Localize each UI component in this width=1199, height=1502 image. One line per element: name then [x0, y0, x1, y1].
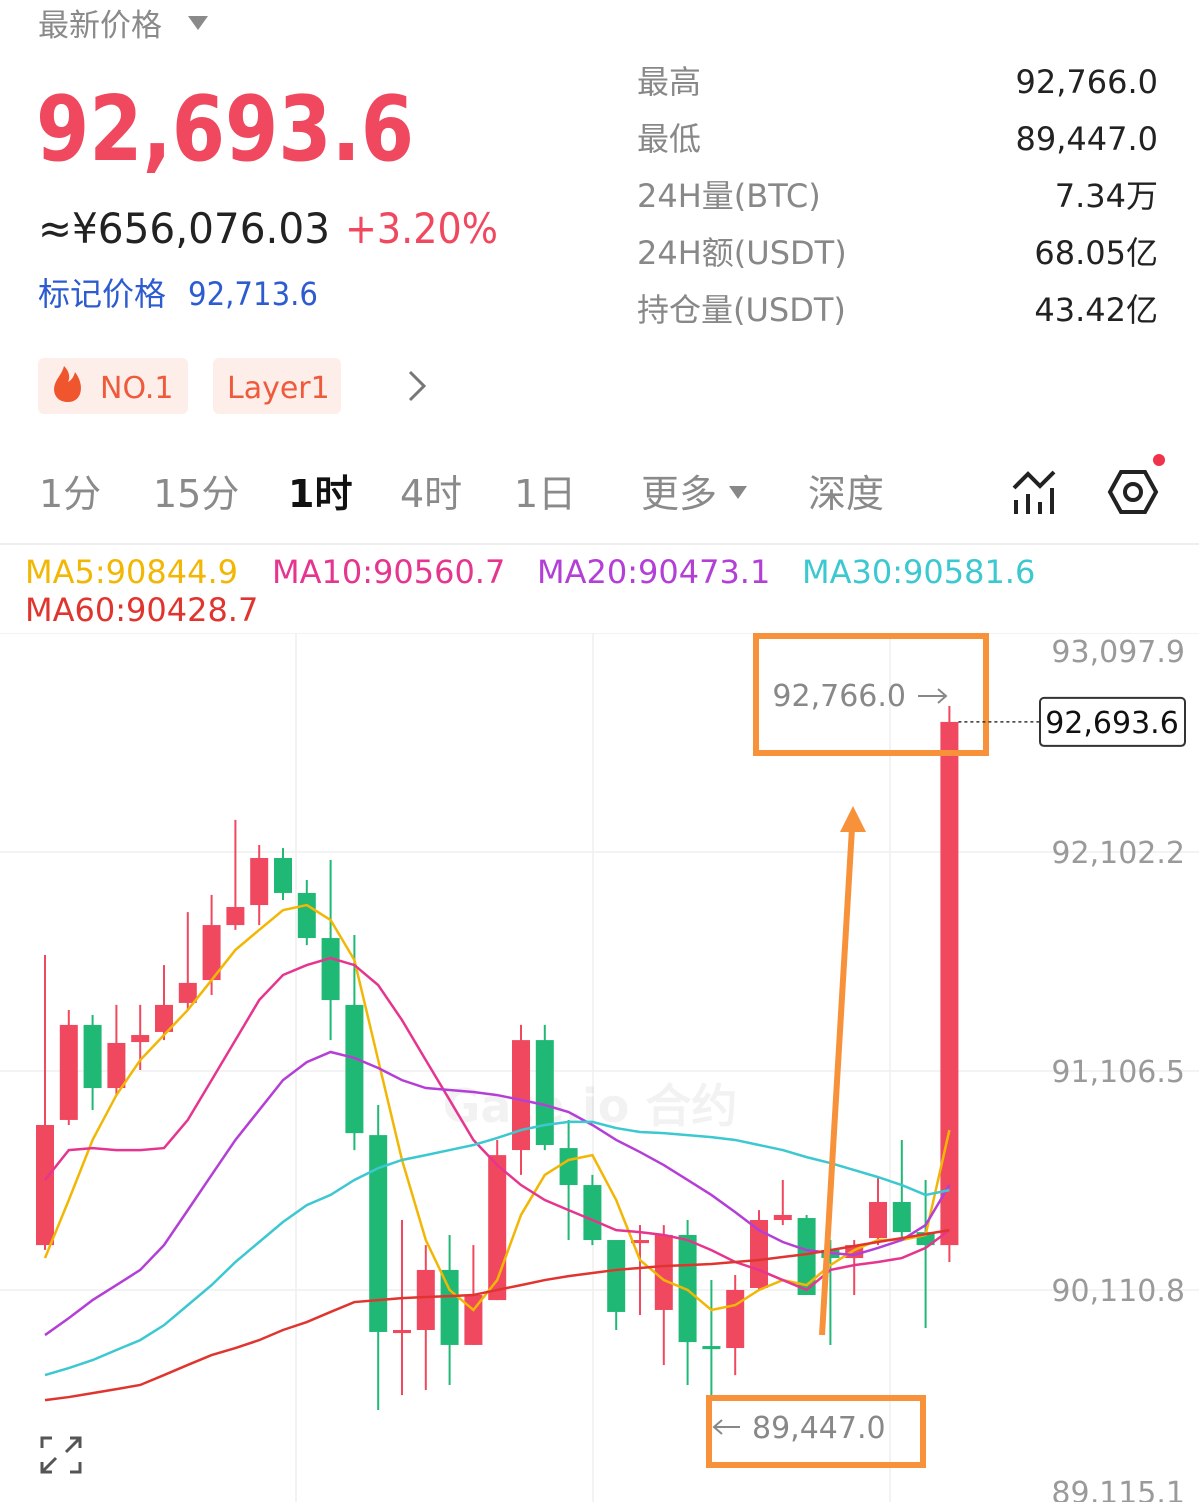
last-price-box — [1039, 696, 1186, 747]
candle-body — [797, 1218, 816, 1296]
stat-label: 24H量(BTC) — [637, 177, 821, 215]
timeframe-tab[interactable]: 4时 — [400, 472, 462, 516]
timeframe-tab[interactable]: 1日 — [514, 472, 576, 516]
fullscreen-icon[interactable] — [40, 1436, 82, 1474]
dropdown-icon[interactable] — [188, 16, 208, 30]
stat-label: 最高 — [637, 63, 701, 101]
candle-body — [250, 857, 269, 906]
y-tick-label: 90,110.8 — [1051, 1274, 1185, 1309]
candle-body — [226, 907, 245, 926]
candle-body — [202, 925, 221, 981]
candle-body — [678, 1234, 697, 1343]
candle-body — [345, 1004, 364, 1134]
ma-line — [44, 956, 951, 1292]
candle-body — [892, 1201, 911, 1233]
high-marker: 92,766.0 — [772, 679, 906, 714]
candle-body — [512, 1040, 530, 1151]
timeframe-tab[interactable]: 15分 — [153, 472, 239, 516]
candle-body — [155, 1004, 173, 1032]
candle-body — [940, 721, 959, 1246]
cny-price: ≈¥656,076.03 — [38, 204, 330, 253]
stat-value: 89,447.0 — [1016, 120, 1159, 158]
candle-body — [773, 1214, 792, 1221]
candle-body — [131, 1035, 150, 1043]
timeframe-tab[interactable]: 1时 — [288, 472, 352, 516]
candle-body — [83, 1024, 102, 1089]
candle-body — [178, 982, 197, 1003]
price-label[interactable]: 最新价格 — [38, 8, 162, 44]
change-percent: +3.20% — [345, 204, 498, 253]
ma-legend: MA5:90844.9 — [25, 553, 238, 591]
candle-body — [416, 1269, 435, 1330]
stat-value: 7.34万 — [1055, 177, 1158, 215]
candle-body — [559, 1148, 578, 1186]
last-price-tag: 92,693.6 — [1045, 706, 1179, 741]
stat-label: 持仓量(USDT) — [637, 291, 846, 329]
ma-legend: MA60:90428.7 — [25, 591, 258, 629]
candle-body — [274, 857, 292, 893]
candle-body — [869, 1201, 887, 1239]
candle-body — [440, 1269, 459, 1345]
dropdown-icon[interactable] — [729, 486, 747, 499]
chart: Gate.io 合约 — [0, 633, 1199, 1411]
ma-line — [44, 1228, 950, 1402]
candle-body — [535, 1040, 554, 1146]
vertical-grid — [295, 633, 891, 1502]
candle-body — [654, 1234, 673, 1310]
ma-legend: MA10:90560.7 — [272, 553, 505, 591]
mark-price: 92,713.6 — [188, 275, 318, 313]
candle-body — [321, 938, 340, 1001]
stat-label: 24H额(USDT) — [637, 234, 847, 272]
stat-value: 92,766.0 — [1016, 63, 1159, 101]
timeframe-tab[interactable]: 更多 — [641, 472, 717, 516]
notification-dot — [1153, 454, 1165, 466]
user-drawing — [706, 633, 989, 1468]
candle-body — [607, 1240, 626, 1312]
ma-line — [44, 1120, 950, 1377]
stat-value: 43.42亿 — [1034, 291, 1158, 329]
low-marker-arrow — [712, 1419, 740, 1435]
chevron-icon[interactable] — [408, 370, 427, 402]
timeframe-tab[interactable]: 深度 — [808, 472, 884, 516]
stat-value: 68.05亿 — [1034, 234, 1158, 272]
tag[interactable]: Layer1 — [227, 371, 330, 406]
indicator-icon[interactable] — [1012, 470, 1056, 514]
candle-body — [726, 1289, 745, 1349]
low-marker: 89,447.0 — [752, 1411, 886, 1446]
candle-body — [59, 1024, 78, 1120]
fire-icon — [54, 366, 81, 402]
y-tick-label: 91,106.5 — [1051, 1055, 1185, 1090]
y-tick-label: 92,102.2 — [1051, 836, 1185, 871]
stat-label: 最低 — [637, 120, 701, 158]
candle-body — [631, 1240, 649, 1244]
user-drawing-arrowhead — [840, 806, 866, 832]
mark-price-label: 标记价格 — [38, 275, 166, 313]
candle-body — [393, 1329, 411, 1334]
ma-legend: MA30:90581.6 — [802, 553, 1035, 591]
candle-body — [297, 892, 316, 939]
candle-body — [36, 1124, 54, 1246]
last-price: 92,693.6 — [36, 77, 414, 182]
candle-body — [583, 1185, 602, 1241]
tag[interactable]: NO.1 — [100, 371, 173, 406]
y-tick-label: 89,115.1 — [1051, 1476, 1185, 1502]
y-tick-label: 93,097.9 — [1051, 635, 1185, 670]
ma-line — [44, 1050, 951, 1337]
ma-legend: MA20:90473.1 — [537, 553, 770, 591]
tag-bg[interactable] — [213, 358, 341, 414]
high-marker-arrow — [918, 688, 948, 704]
candle-body — [488, 1155, 507, 1301]
candle-body — [107, 1042, 126, 1089]
timeframe-tab[interactable]: 1分 — [39, 472, 101, 516]
tag-bg[interactable] — [38, 358, 188, 414]
settings-icon[interactable] — [1107, 470, 1159, 514]
candle-body — [702, 1346, 721, 1350]
candle-body — [369, 1135, 388, 1332]
ma-line — [43, 903, 951, 1312]
